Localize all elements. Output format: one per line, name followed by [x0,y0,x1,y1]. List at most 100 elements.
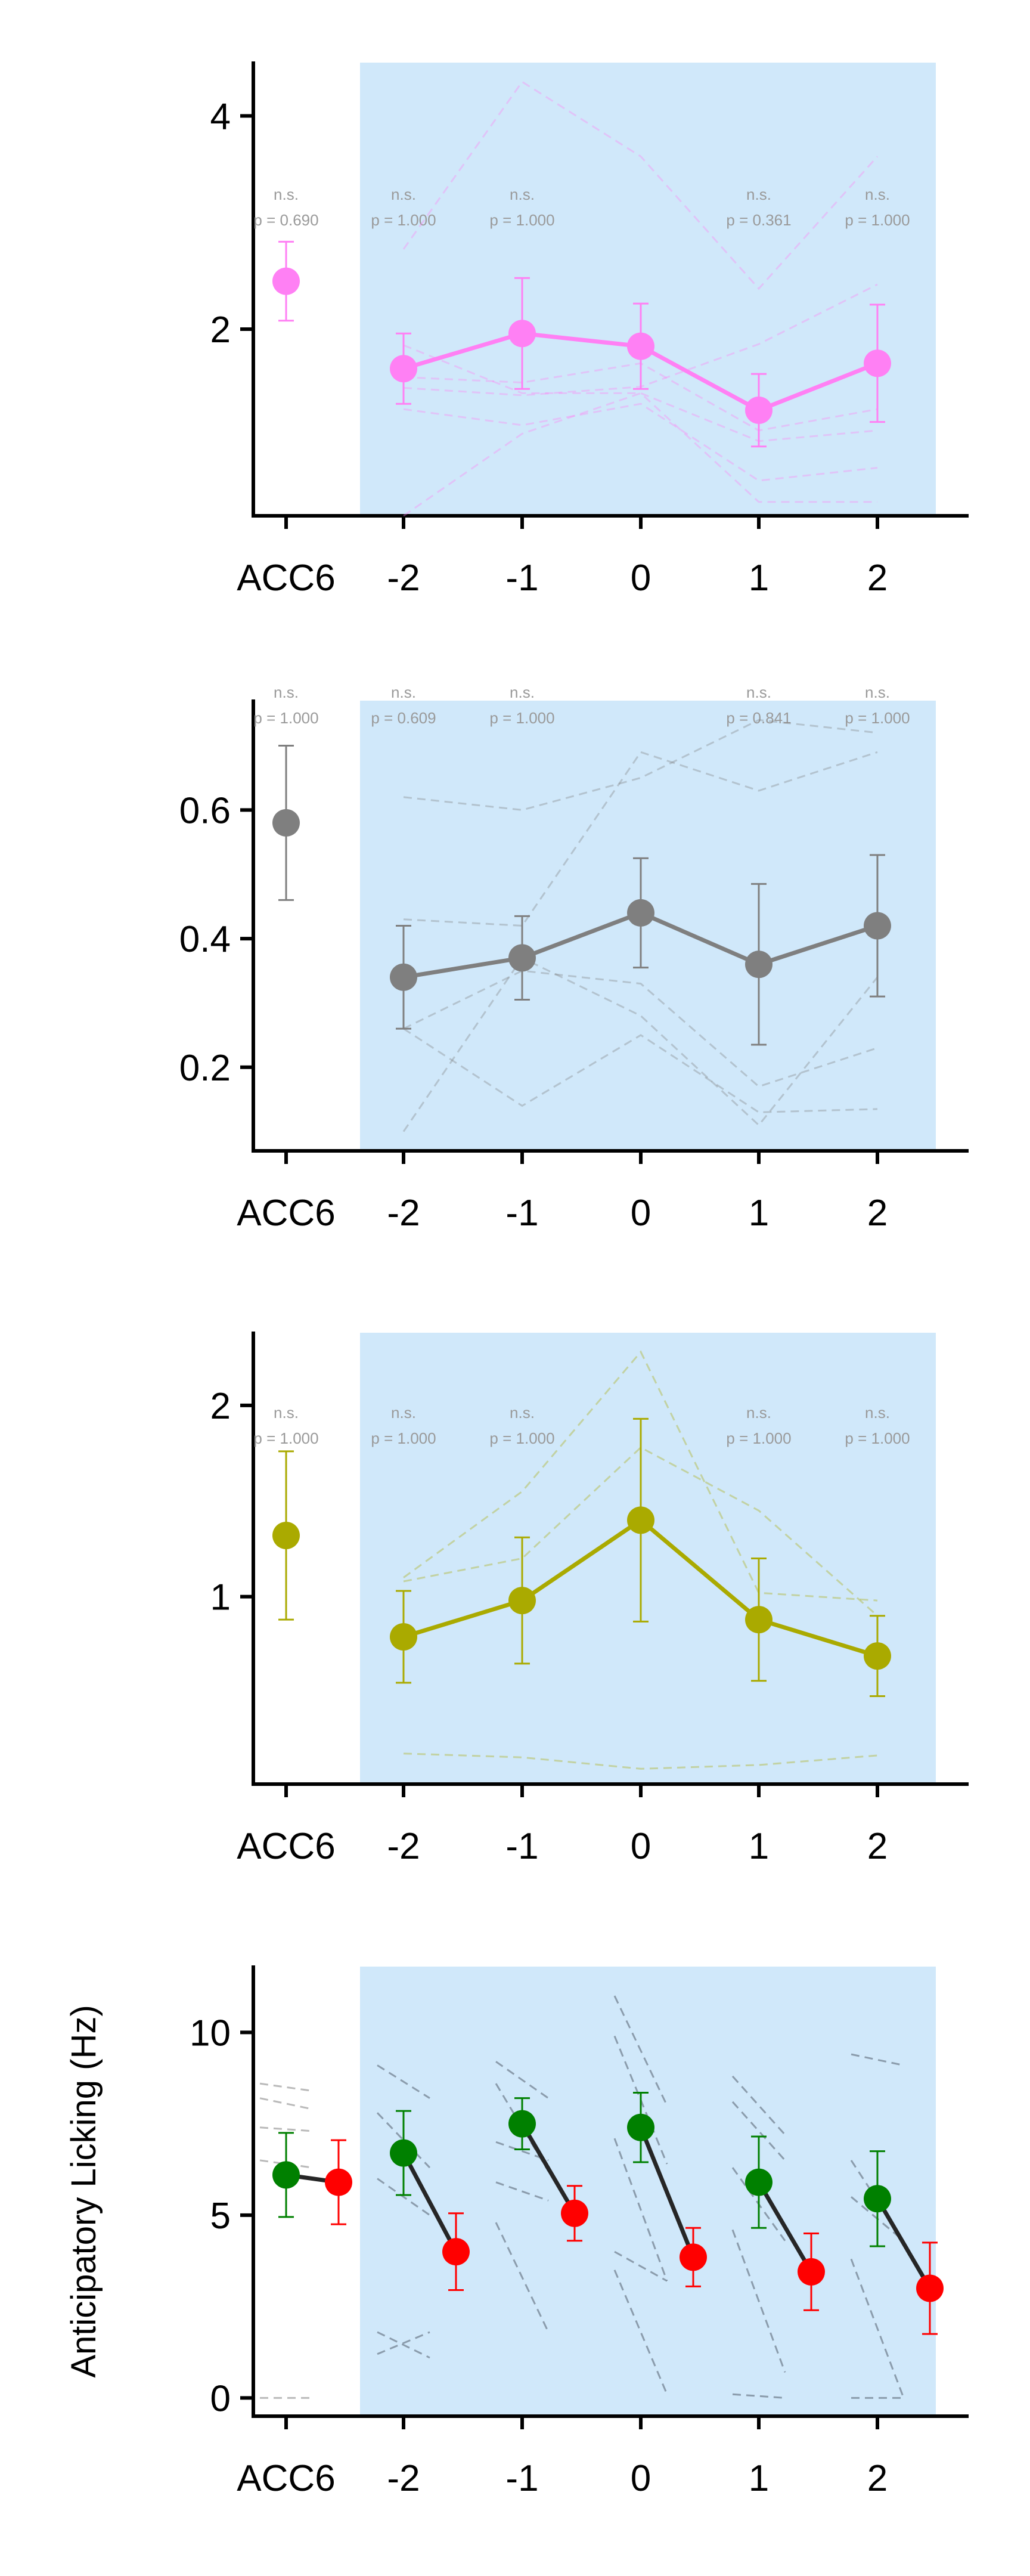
condition-b-point [680,2243,707,2271]
x-tick-label: ACC6 [237,1193,335,1234]
individual-pair-trace [850,2258,905,2398]
x-tick-label: 2 [867,1193,888,1234]
individual-pair-trace [259,2082,313,2092]
mean-point [864,349,891,377]
mean-point [627,332,654,360]
condition-a-point [745,2168,772,2196]
y-axis-label: Anticipatory Licking (Hz) [64,2005,103,2377]
highlight-region [360,63,936,516]
stat-significance-label: n.s. [274,683,299,701]
condition-b-point [325,2168,352,2196]
individual-trace [403,1753,878,1770]
individual-pair-trace [495,2181,549,2202]
mean-point [272,1522,300,1550]
x-tick-label: 1 [749,2458,769,2499]
stat-p-value-label: p = 0.361 [726,211,791,229]
condition-b-point [561,2199,588,2227]
chart-panel-3: 1 2 ACC6 -2 -1 0 1 2 n.s. p = 1.000 n.s. p = 1.000 n… [210,1332,969,1867]
y-tick-label: 0.2 [179,1048,231,1089]
individual-pair-trace [613,2138,668,2281]
individual-trace [403,1027,878,1113]
y-tick-label: 0.6 [179,790,231,831]
stat-p-value-label: p = 1.000 [726,1429,791,1447]
condition-b-point [798,2258,825,2286]
stat-p-value-label: p = 1.000 [371,211,436,229]
mean-point [627,899,654,927]
individual-pair-trace [377,2178,430,2216]
stat-p-value-label: p = 0.609 [371,709,436,727]
individual-pair-trace [495,2222,550,2333]
mean-point [745,950,772,979]
individual-pair-trace [377,2064,430,2099]
x-tick-label: -2 [387,2458,420,2499]
condition-a-point [864,2185,891,2213]
x-tick-label: ACC6 [237,558,335,599]
mean-point [508,320,536,348]
stat-p-value-label: p = 0.690 [253,211,318,229]
stat-significance-label: n.s. [746,683,771,701]
x-tick-label: -1 [505,2458,538,2499]
y-tick-label: 0 [210,2378,231,2419]
x-tick-label: -1 [505,1193,538,1234]
pair-connector [756,2181,814,2273]
x-tick-label: 1 [749,1193,769,1234]
stat-p-value-label: p = 0.841 [726,709,791,727]
pair-connector [520,2122,577,2215]
individual-trace [403,1350,878,1602]
mean-point [745,396,772,424]
stat-p-value-label: p = 1.000 [845,211,910,229]
mean-point [272,267,300,295]
highlight-region [360,1333,936,1784]
stat-significance-label: n.s. [391,185,416,203]
mean-point [864,1642,891,1670]
individual-pair-trace [613,2270,668,2395]
x-tick-label: 0 [631,558,651,599]
mean-point [272,809,300,837]
stat-significance-label: n.s. [510,185,535,203]
y-tick-label: 0.4 [179,919,231,960]
chart-panel-1: 2 4 ACC6 -2 -1 0 1 2 n.s. p = 0.690 n.s. p = 1.000 n… [210,61,969,599]
y-tick-label: 4 [210,96,231,137]
individual-pair-trace [495,2061,549,2099]
x-tick-label: ACC6 [237,2458,335,2499]
mean-point [508,944,536,972]
x-tick-label: -1 [505,558,538,599]
individual-pair-trace [377,2331,430,2355]
stat-significance-label: n.s. [746,1404,771,1422]
mean-point [390,355,417,383]
highlight-region [360,1967,936,2416]
individual-trace [403,751,878,927]
stat-p-value-label: p = 1.000 [845,709,910,727]
condition-a-point [390,2139,417,2167]
stat-significance-label: n.s. [865,1404,890,1422]
mean-point [627,1506,654,1534]
individual-trace [403,402,878,482]
stat-p-value-label: p = 1.000 [253,709,318,727]
x-tick-label: 0 [631,2458,651,2499]
stat-significance-label: n.s. [746,185,771,203]
x-tick-label: 2 [867,1826,888,1867]
individual-pair-trace [259,2126,313,2132]
x-tick-label: -2 [387,1826,420,1867]
x-tick-label: 2 [867,558,888,599]
individual-pair-trace [732,2393,786,2399]
x-tick-label: 0 [631,1193,651,1234]
stat-p-value-label: p = 1.000 [489,1429,554,1447]
y-tick-label: 2 [210,309,231,351]
mean-point [390,963,417,991]
stat-significance-label: n.s. [510,1404,535,1422]
y-tick-label: 1 [210,1577,231,1618]
stat-significance-label: n.s. [274,185,299,203]
individual-pair-trace [259,2159,313,2169]
individual-pair-trace [377,2331,430,2359]
individual-pair-trace [614,2250,668,2282]
x-tick-label: 2 [867,2458,888,2499]
mean-point [745,1606,772,1634]
individual-trace [402,80,879,290]
y-tick-label: 10 [190,2012,231,2054]
pair-connector [401,2151,458,2253]
x-tick-label: ACC6 [237,1826,335,1867]
individual-pair-trace [851,2053,904,2066]
individual-pair-trace [731,2229,786,2373]
